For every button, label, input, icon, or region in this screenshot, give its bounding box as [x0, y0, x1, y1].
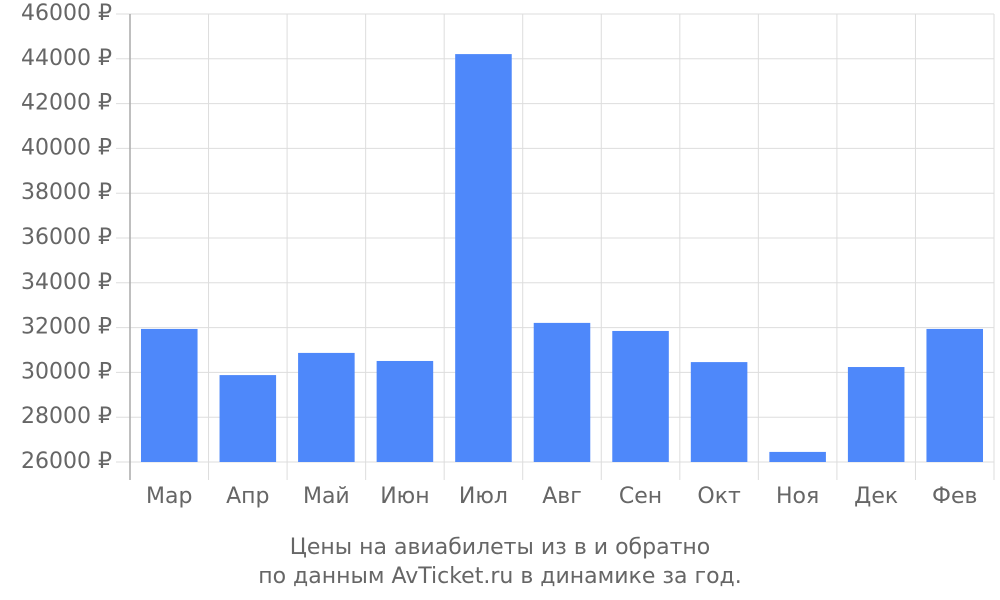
y-tick-label: 34000 ₽ — [21, 270, 112, 295]
x-tick-label: Окт — [697, 484, 741, 509]
bar — [612, 330, 669, 462]
y-tick-label: 40000 ₽ — [21, 135, 112, 160]
bar — [769, 451, 826, 462]
x-tick-label: Фев — [932, 484, 977, 509]
x-tick-label: Сен — [619, 484, 662, 509]
x-tick-label: Июн — [380, 484, 429, 509]
x-tick-label: Мар — [146, 484, 192, 509]
bar — [376, 360, 434, 462]
y-tick-label: 38000 ₽ — [21, 180, 112, 205]
y-tick-label: 36000 ₽ — [21, 225, 112, 250]
bar — [690, 362, 748, 462]
bar — [926, 328, 984, 462]
x-tick-label: Авг — [542, 484, 582, 509]
y-tick-label: 44000 ₽ — [21, 46, 112, 71]
x-tick-label: Дек — [854, 484, 898, 509]
bar — [847, 367, 905, 462]
bar — [219, 375, 277, 462]
caption-line: по данным AvTicket.ru в динамике за год. — [258, 564, 742, 589]
y-tick-label: 30000 ₽ — [21, 359, 112, 384]
bar — [533, 322, 591, 462]
y-tick-label: 32000 ₽ — [21, 315, 112, 340]
caption-line: Цены на авиабилеты из в и обратно — [290, 535, 710, 560]
y-tick-label: 28000 ₽ — [21, 404, 112, 429]
x-tick-label: Май — [303, 484, 350, 509]
y-tick-label: 26000 ₽ — [21, 449, 112, 474]
bar — [140, 328, 198, 462]
bar — [298, 352, 355, 462]
y-tick-label: 42000 ₽ — [21, 91, 112, 116]
bar — [455, 54, 512, 462]
x-tick-label: Ноя — [776, 484, 819, 509]
x-tick-label: Июл — [459, 484, 508, 509]
x-tick-label: Апр — [226, 484, 269, 509]
y-tick-label: 46000 ₽ — [21, 1, 112, 26]
